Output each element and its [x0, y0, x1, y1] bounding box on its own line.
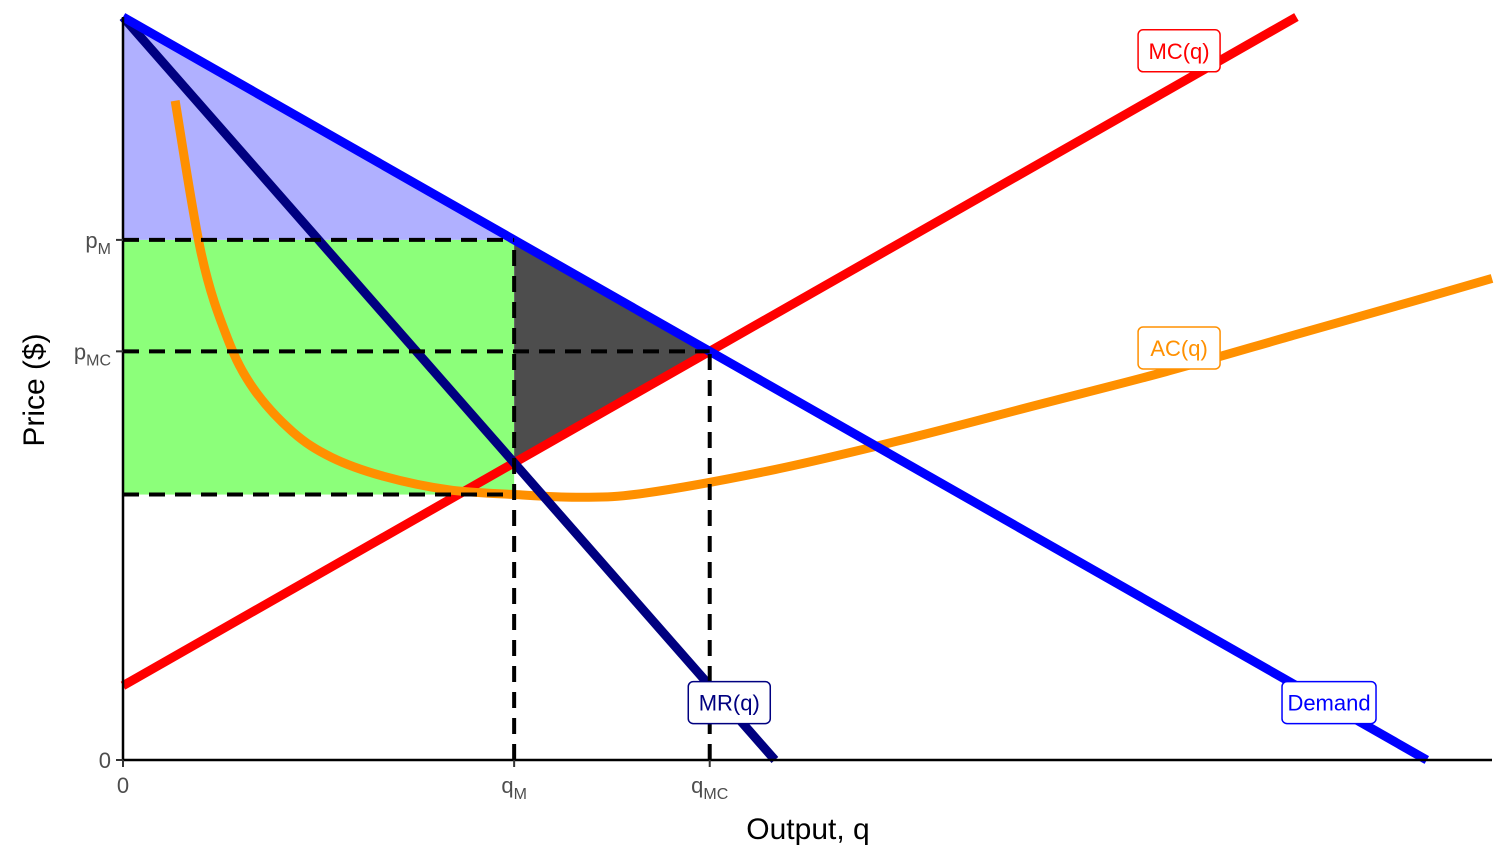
curve-label: AC(q): [1137, 326, 1221, 370]
curve-label-text: MC(q): [1149, 39, 1210, 64]
y-tick-label: 0: [99, 748, 111, 773]
y-tick-label: pMC: [74, 339, 111, 369]
profit-area: [123, 239, 515, 495]
axes: [121, 17, 1492, 762]
curve-labels: MC(q) AC(q) MR(q) Demand: [687, 29, 1377, 725]
curve-label-box: [1281, 680, 1377, 725]
x-tick-label: 0: [117, 773, 129, 798]
y-tick-label: pM: [85, 228, 111, 258]
mr-curve: [119, 14, 779, 763]
curve-label-text: MR(q): [699, 691, 760, 716]
curve-label-box: [687, 680, 772, 725]
curve-label: MR(q): [687, 680, 772, 725]
curve-label: MC(q): [1137, 29, 1221, 73]
x-axis-title: Output, q: [746, 813, 869, 846]
guide-lines: [123, 237, 712, 760]
curve-label-text: Demand: [1287, 691, 1370, 716]
deadweight-loss-area: [514, 239, 710, 463]
shaded-areas: [123, 17, 710, 495]
x-tick-label: qM: [501, 773, 527, 803]
x-tick-label: qMC: [691, 773, 728, 803]
curve-label: Demand: [1281, 680, 1377, 725]
y-axis-title: Price ($): [18, 333, 51, 446]
curve-label-box: [1137, 326, 1221, 370]
curve-label-box: [1137, 29, 1221, 73]
demand-curve: [120, 13, 1430, 764]
ticks: 0 qM qMC 0 pMC pM: [74, 228, 728, 803]
curve-label-text: AC(q): [1150, 336, 1207, 361]
